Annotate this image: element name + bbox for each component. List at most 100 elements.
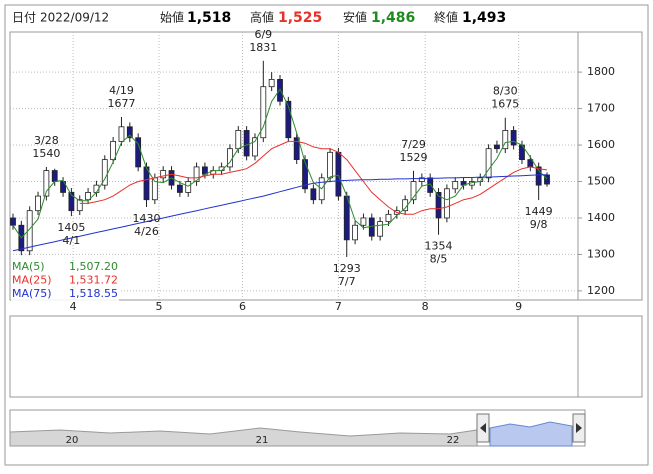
candle-body — [60, 181, 66, 193]
candle-body — [494, 144, 500, 150]
header-label: 始値 — [160, 10, 184, 25]
candle-body — [510, 130, 517, 146]
annotation-date: 3/28 — [34, 134, 59, 147]
candle-body — [10, 217, 16, 226]
annotation-date: 7/29 — [401, 138, 426, 151]
legend-name: MA(5) — [12, 260, 45, 273]
navigator-label: 21 — [256, 435, 269, 446]
annotation-date: 6/9 — [254, 28, 272, 41]
candle-body — [51, 170, 58, 182]
annotation-value: 1529 — [400, 151, 428, 164]
annotation-date: 8/30 — [493, 85, 518, 98]
annotation-date: 4/26 — [134, 225, 159, 238]
legend-name: MA(25) — [12, 274, 52, 287]
candle-body — [418, 177, 425, 182]
ma-line — [12, 88, 548, 239]
navigator-label: 22 — [447, 435, 460, 446]
y-tick-label: 1500 — [587, 174, 615, 187]
candle-body — [452, 181, 459, 190]
annotation-value: 1449 — [525, 205, 553, 218]
header-value: 1,493 — [462, 10, 506, 26]
annotation-value: 1540 — [32, 147, 60, 160]
header-value: 2022/09/12 — [40, 11, 109, 25]
x-tick-label: 6 — [239, 300, 246, 313]
header-label: 高値 — [250, 10, 274, 25]
header-label: 終値 — [434, 10, 458, 25]
frame — [4, 4, 649, 466]
candle-body — [410, 181, 417, 201]
header-value: 1,518 — [187, 10, 231, 26]
ma-line — [79, 140, 548, 215]
candle-body — [193, 166, 200, 182]
candle-body — [260, 86, 267, 139]
candle-body — [110, 140, 117, 161]
candle-body — [485, 148, 492, 179]
candle-body — [85, 192, 91, 201]
candle-body — [126, 126, 133, 139]
candle-body — [352, 224, 358, 241]
candle-body — [443, 188, 450, 219]
annotation-value: 1405 — [57, 221, 85, 234]
candle-body — [243, 130, 250, 157]
annotation-value: 1675 — [491, 98, 519, 111]
price-panel — [9, 31, 643, 301]
annotation-value: 1677 — [107, 97, 135, 110]
candle-body — [302, 159, 308, 190]
candle-body — [35, 195, 41, 212]
header-label: 安値 — [343, 10, 367, 25]
annotation-date: 4/19 — [109, 84, 134, 97]
candle-body — [310, 188, 317, 201]
annotation-value: 1354 — [425, 240, 453, 253]
candle-body — [76, 199, 83, 212]
legend-bg — [11, 288, 119, 301]
candle-body — [43, 170, 50, 197]
legend-value: 1,531.72 — [69, 274, 118, 287]
candle-body — [26, 210, 33, 252]
candle-body — [293, 137, 300, 161]
annotation-value: 1430 — [133, 212, 161, 225]
x-tick-label: 9 — [515, 300, 522, 313]
y-tick-label: 1600 — [587, 138, 615, 151]
legend-value: 1,507.20 — [69, 260, 118, 273]
candle-body — [327, 151, 333, 179]
candle-body — [377, 221, 384, 237]
navigator-area — [9, 427, 478, 447]
candle-body — [101, 159, 108, 186]
candle-body — [185, 181, 192, 193]
candle-body — [268, 79, 275, 88]
candle-body — [335, 151, 342, 197]
x-tick-label: 4 — [70, 300, 77, 313]
candle-body — [277, 79, 283, 102]
y-tick-label: 1800 — [587, 65, 615, 78]
candle-body — [252, 137, 258, 157]
legend-name: MA(75) — [12, 287, 52, 300]
annotation-date: 9/8 — [530, 218, 548, 231]
legend-value: 1,518.55 — [69, 287, 118, 300]
navigator-label: 20 — [66, 435, 79, 446]
candle-body — [360, 217, 367, 226]
candle-body — [435, 192, 442, 219]
header-value: 1,525 — [278, 10, 322, 26]
y-tick-label: 1300 — [587, 247, 615, 260]
candle-body — [118, 126, 125, 142]
legend-bg — [11, 274, 119, 288]
candle-body — [285, 100, 292, 139]
x-tick-label: 5 — [156, 300, 163, 313]
candle-body — [544, 174, 550, 185]
annotation-date: 8/5 — [430, 253, 448, 266]
x-tick-label: 7 — [335, 300, 342, 313]
volume-panel — [9, 315, 643, 398]
candle-body — [385, 213, 392, 223]
navigator-selected-area — [489, 421, 573, 447]
annotation-date: 4/1 — [63, 234, 81, 247]
candle-body — [535, 166, 542, 186]
candle-body — [160, 170, 167, 179]
candle-body — [176, 184, 183, 193]
annotation-value: 1293 — [333, 262, 361, 275]
annotation-value: 1831 — [249, 41, 277, 54]
candle-body — [427, 177, 434, 193]
candle-body — [68, 192, 75, 212]
ma-line — [12, 174, 548, 252]
candle-body — [502, 130, 509, 150]
